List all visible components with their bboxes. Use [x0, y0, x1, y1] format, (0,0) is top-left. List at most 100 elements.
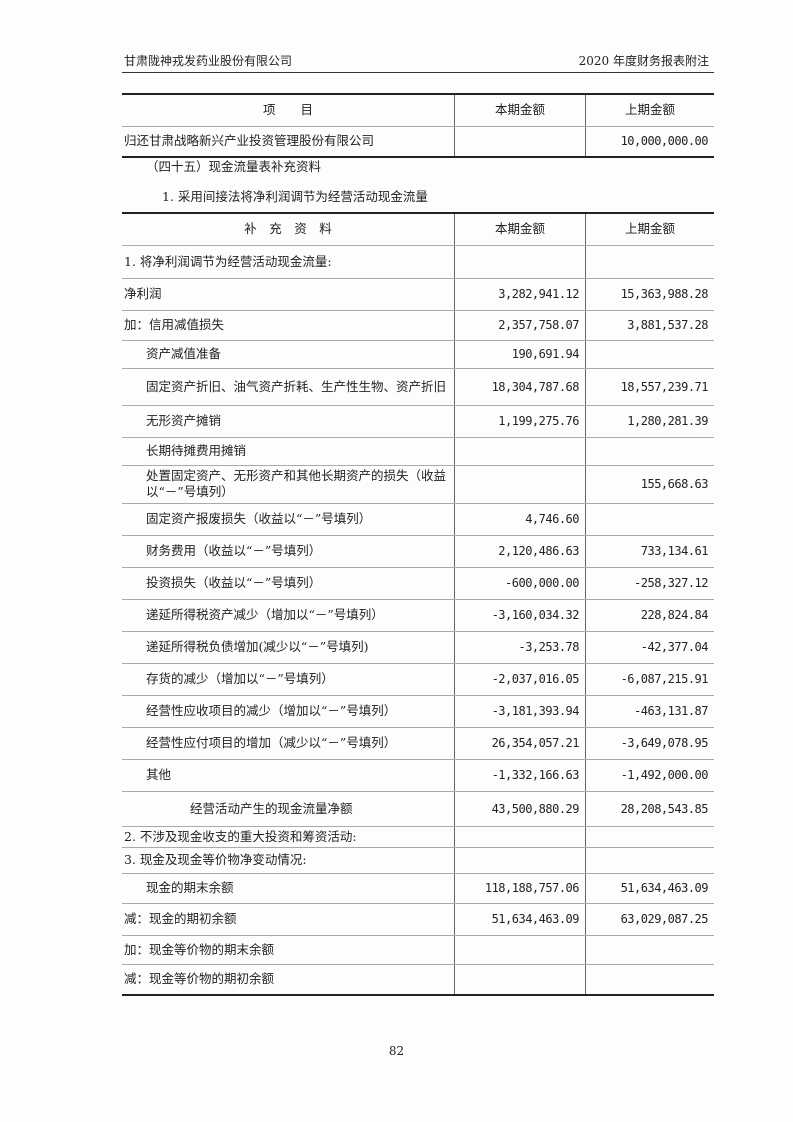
row-current: -3,160,034.32 [454, 599, 586, 632]
row-prior: -3,649,078.95 [585, 727, 714, 760]
header-current: 本期金额 [454, 213, 586, 246]
row-current [454, 964, 586, 996]
row-label: 现金的期末余额 [122, 873, 455, 904]
row-prior: -42,377.04 [585, 631, 714, 664]
row-label: 固定资产报废损失（收益以“－”号填列） [122, 503, 455, 536]
page-number: 82 [388, 1044, 405, 1058]
row-label: 无形资产摊销 [122, 405, 455, 438]
table-row: 固定资产报废损失（收益以“－”号填列） 4,746.60 [122, 503, 714, 536]
row-prior [585, 935, 714, 965]
row-current: 51,634,463.09 [454, 903, 586, 936]
table-row: 经营活动产生的现金流量净额 43,500,880.29 28,208,543.85 [122, 791, 714, 827]
row-current: 2,357,758.07 [454, 310, 586, 341]
row-label: 经营性应收项目的减少（增加以“－”号填列） [122, 695, 455, 728]
header-prior: 上期金额 [585, 94, 714, 127]
row-current: 190,691.94 [454, 340, 586, 369]
row-current [454, 245, 586, 279]
row-prior [585, 847, 714, 874]
row-label: 经营性应付项目的增加（减少以“－”号填列） [122, 727, 455, 760]
row-prior [585, 245, 714, 279]
header-current: 本期金额 [454, 94, 586, 127]
row-label: 加：信用减值损失 [122, 310, 455, 341]
row-current: -1,332,166.63 [454, 759, 586, 792]
row-label: 3. 现金及现金等价物净变动情况: [122, 847, 455, 874]
row-current: 18,304,787.68 [454, 368, 586, 406]
row-label: 处置固定资产、无形资产和其他长期资产的损失（收益以“－”号填列） [122, 465, 455, 504]
header-rule [122, 72, 714, 73]
table-row: 递延所得税资产减少（增加以“－”号填列） -3,160,034.32 228,824… [122, 599, 714, 632]
row-prior: 15,363,988.28 [585, 278, 714, 311]
table-row: 递延所得税负债增加(减少以“－”号填列) -3,253.78 -42,377.04 [122, 631, 714, 664]
row-current [454, 847, 586, 874]
row-prior: 1,280,281.39 [585, 405, 714, 438]
row-prior [585, 503, 714, 536]
table-row: 净利润 3,282,941.12 15,363,988.28 [122, 278, 714, 311]
row-current [454, 437, 586, 466]
section-title: （四十五）现金流量表补充资料 [146, 159, 322, 174]
row-prior: -258,327.12 [585, 567, 714, 600]
row-current: -3,181,393.94 [454, 695, 586, 728]
table-row: 归还甘肃战略新兴产业投资管理股份有限公司 10,000,000.00 [122, 126, 714, 158]
row-current: -2,037,016.05 [454, 663, 586, 696]
row-prior: 155,668.63 [585, 465, 714, 504]
report-title: 2020 年度财务报表附注 [578, 54, 709, 68]
table-row: 减：现金等价物的期初余额 [122, 964, 714, 996]
row-prior: 28,208,543.85 [585, 791, 714, 827]
table-row: 3. 现金及现金等价物净变动情况: [122, 847, 714, 874]
row-current: -600,000.00 [454, 567, 586, 600]
row-label: 其他 [122, 759, 455, 792]
table-row: 其他 -1,332,166.63 -1,492,000.00 [122, 759, 714, 792]
row-label: 归还甘肃战略新兴产业投资管理股份有限公司 [122, 126, 455, 158]
row-current: 4,746.60 [454, 503, 586, 536]
table-row: 处置固定资产、无形资产和其他长期资产的损失（收益以“－”号填列） 155,668.… [122, 465, 714, 504]
row-prior: 63,029,087.25 [585, 903, 714, 936]
row-current: 3,282,941.12 [454, 278, 586, 311]
row-label: 1. 将净利润调节为经营活动现金流量: [122, 245, 455, 279]
table-row: 资产减值准备 190,691.94 [122, 340, 714, 369]
table-row: 无形资产摊销 1,199,275.76 1,280,281.39 [122, 405, 714, 438]
table-row: 投资损失（收益以“－”号填列） -600,000.00 -258,327.12 [122, 567, 714, 600]
table-row: 经营性应收项目的减少（增加以“－”号填列） -3,181,393.94 -463,1… [122, 695, 714, 728]
row-label: 经营活动产生的现金流量净额 [122, 791, 455, 827]
table-row: 长期待摊费用摊销 [122, 437, 714, 466]
table-row: 1. 将净利润调节为经营活动现金流量: [122, 245, 714, 279]
row-label: 减：现金的期初余额 [122, 903, 455, 936]
row-current: 118,188,757.06 [454, 873, 586, 904]
header-item: 项 目 [122, 94, 455, 127]
row-prior: -6,087,215.91 [585, 663, 714, 696]
row-prior: 3,881,537.28 [585, 310, 714, 341]
row-prior [585, 340, 714, 369]
row-prior: 733,134.61 [585, 535, 714, 568]
row-label: 递延所得税资产减少（增加以“－”号填列） [122, 599, 455, 632]
header-item: 补 充 资 料 [122, 213, 455, 246]
row-prior: 18,557,239.71 [585, 368, 714, 406]
row-current: 43,500,880.29 [454, 791, 586, 827]
table-row: 现金的期末余额 118,188,757.06 51,634,463.09 [122, 873, 714, 904]
table-row: 减：现金的期初余额 51,634,463.09 63,029,087.25 [122, 903, 714, 936]
row-prior: -1,492,000.00 [585, 759, 714, 792]
row-label: 长期待摊费用摊销 [122, 437, 455, 466]
table-row: 固定资产折旧、油气资产折耗、生产性生物、资产折旧 18,304,787.68 18,… [122, 368, 714, 406]
row-label: 资产减值准备 [122, 340, 455, 369]
repayment-table: 项 目 本期金额 上期金额 归还甘肃战略新兴产业投资管理股份有限公司 10,00… [122, 93, 714, 158]
row-label: 固定资产折旧、油气资产折耗、生产性生物、资产折旧 [122, 368, 455, 406]
row-label: 加：现金等价物的期末余额 [122, 935, 455, 965]
table-row: 2. 不涉及现金收支的重大投资和筹资活动: [122, 826, 714, 848]
table-header: 项 目 本期金额 上期金额 [122, 94, 714, 127]
row-prior: 10,000,000.00 [585, 126, 714, 158]
row-label: 2. 不涉及现金收支的重大投资和筹资活动: [122, 826, 455, 848]
row-label: 减：现金等价物的期初余额 [122, 964, 455, 996]
table-row: 加：信用减值损失 2,357,758.07 3,881,537.28 [122, 310, 714, 341]
row-prior: -463,131.87 [585, 695, 714, 728]
row-current [454, 126, 586, 158]
table-row: 存货的减少（增加以“－”号填列） -2,037,016.05 -6,087,215.… [122, 663, 714, 696]
table-row: 加：现金等价物的期末余额 [122, 935, 714, 965]
row-label: 投资损失（收益以“－”号填列） [122, 567, 455, 600]
row-label: 净利润 [122, 278, 455, 311]
row-label: 存货的减少（增加以“－”号填列） [122, 663, 455, 696]
row-current: -3,253.78 [454, 631, 586, 664]
table-header: 补 充 资 料 本期金额 上期金额 [122, 213, 714, 246]
row-label: 递延所得税负债增加(减少以“－”号填列) [122, 631, 455, 664]
row-current: 26,354,057.21 [454, 727, 586, 760]
